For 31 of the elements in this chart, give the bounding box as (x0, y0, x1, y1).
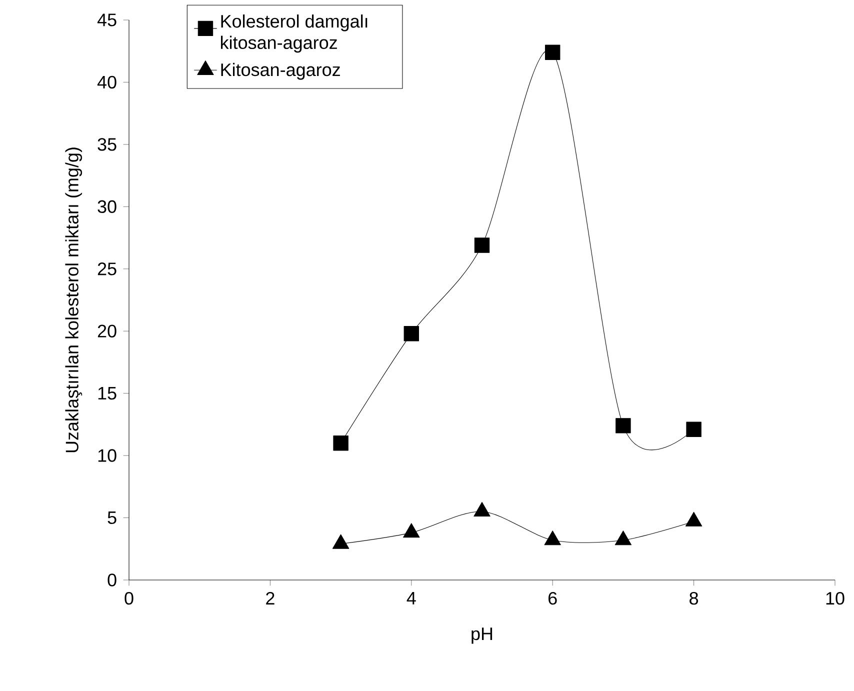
point (544, 530, 561, 546)
y-tick-label: 0 (108, 574, 116, 586)
y-tick-label: 5 (108, 511, 116, 524)
x-tick-label: 2 (266, 592, 274, 605)
y-tick-label: 30 (98, 200, 116, 214)
legend-label: Kitosan-agaroz (221, 62, 340, 80)
x-tick-label: 0 (124, 592, 134, 605)
legend-label: Kolesterol damgalı kitosan-agaroz (221, 14, 368, 53)
x-axis-title: pH (472, 628, 492, 644)
point (332, 534, 350, 549)
point (403, 523, 420, 538)
x-tick-label: 8 (690, 592, 698, 605)
y-tick-label: 45 (97, 14, 116, 26)
y-tick-label: 15 (98, 387, 116, 400)
point (616, 418, 631, 434)
y-axis-title: Uzaklaştırılan kolesterol miktarı (mg/g) (65, 148, 82, 452)
point (474, 502, 490, 516)
point (404, 326, 420, 342)
x-tick-label: 10 (826, 592, 844, 605)
point (686, 422, 702, 438)
y-tick-label: 40 (97, 76, 116, 89)
point (333, 435, 348, 451)
point (474, 238, 490, 253)
x-tick-label: 6 (548, 592, 557, 605)
y-tick-label: 25 (98, 262, 116, 276)
y-tick-label: 35 (98, 138, 116, 151)
y-tick-label: 10 (98, 449, 116, 462)
point (614, 530, 632, 546)
y-tick-label: 20 (98, 324, 116, 338)
x-tick-label: 4 (406, 592, 416, 604)
point (685, 512, 702, 526)
